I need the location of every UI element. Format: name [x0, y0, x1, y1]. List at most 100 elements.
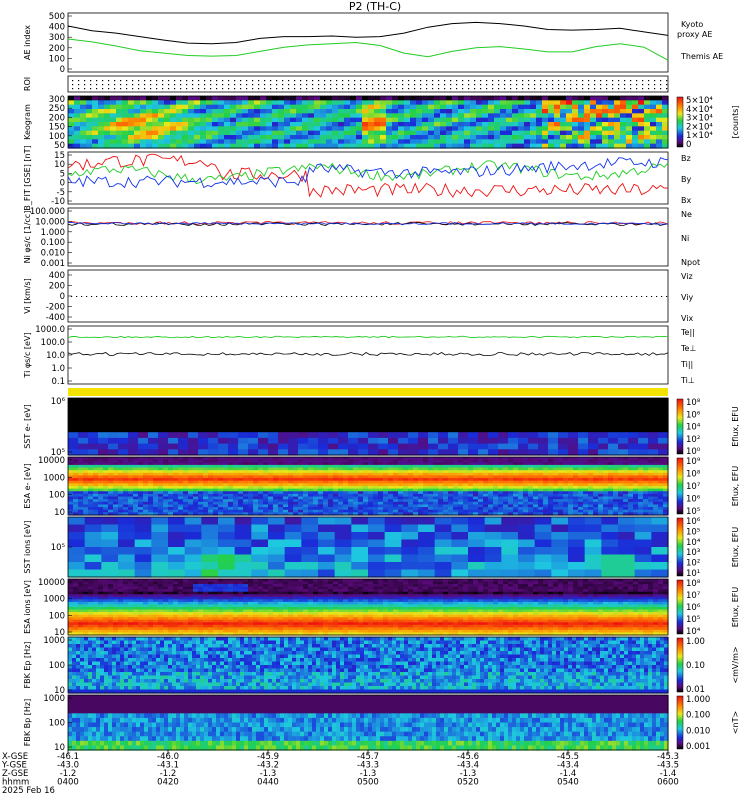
esa_e-cell: [233, 491, 239, 495]
esa_e-cell: [318, 493, 324, 498]
esa_e-cell: [188, 496, 194, 500]
keogram-cell: [134, 117, 141, 123]
esa_e-cell: [498, 480, 504, 484]
esa_e-cell: [313, 478, 319, 482]
sst_e-cell: [288, 420, 299, 428]
keogram-cell: [122, 109, 129, 114]
esa_e-cell: [648, 478, 654, 482]
keogram-cell: [188, 139, 195, 145]
sst_e-cell: [168, 432, 179, 439]
esa_e-cell: [263, 457, 269, 461]
keogram-cell: [188, 122, 195, 127]
esa_e-cell: [523, 480, 529, 484]
keogram-cell: [512, 130, 519, 136]
esa_e-cell: [208, 501, 214, 506]
sst_e-cell: [628, 443, 639, 450]
esa_e-cell: [233, 457, 239, 461]
sst_e-cell: [578, 403, 589, 410]
sst_e-cell: [128, 426, 139, 433]
esa_e-cell: [68, 480, 74, 484]
esa_e-cell: [423, 475, 429, 479]
sst_e-cell: [108, 437, 119, 445]
sst_e-cell: [448, 403, 459, 410]
roi-dot: [126, 88, 128, 90]
keogram-cell: [428, 117, 435, 123]
keogram-cell: [74, 130, 81, 136]
esa_e-cell: [138, 512, 144, 516]
esa_e-cell: [633, 483, 639, 487]
esa_e-cell: [608, 472, 614, 477]
esa_e-cell: [88, 507, 94, 511]
roi-dot: [222, 88, 224, 90]
esa_e-cell: [283, 501, 289, 506]
sst_e-cell: [78, 409, 89, 416]
keogram-cell: [86, 135, 93, 140]
roi-dot: [438, 88, 440, 90]
keogram-cell: [404, 135, 411, 140]
esa_e-cell: [478, 509, 484, 513]
esa_e-cell: [418, 464, 424, 469]
sst_e-cell: [408, 415, 419, 422]
keogram-cell: [164, 104, 171, 110]
esa_e-cell: [273, 512, 279, 516]
esa_e-cell: [128, 472, 134, 477]
esa_e-cell: [643, 483, 649, 487]
esa_e-cell: [163, 475, 169, 479]
esa_e-cell: [638, 499, 644, 503]
esa_e-cell: [368, 486, 374, 490]
keogram-cell: [620, 135, 627, 140]
roi-dot: [324, 84, 326, 86]
keogram-cell: [482, 104, 489, 110]
esa_e-cell: [173, 491, 179, 495]
esa_e-cell: [508, 491, 514, 495]
esa_e-cell: [598, 507, 604, 511]
velocity-zero-dot: [616, 296, 618, 297]
sst_e-cell: [178, 443, 189, 450]
esa_e-cell: [608, 475, 614, 479]
sst_e-cell: [478, 426, 489, 433]
sst_e-cell: [318, 443, 329, 450]
esa_e-cell: [613, 499, 619, 503]
sst_e-cell: [228, 426, 239, 433]
keogram-cell: [386, 130, 393, 136]
keogram-cell: [224, 130, 231, 136]
keogram-cell: [116, 100, 123, 106]
keogram-cell: [512, 126, 519, 132]
velocity-zero-dot: [656, 296, 658, 297]
esa_e-cell: [413, 486, 419, 490]
esa_e-cell: [238, 483, 244, 487]
esa_e-cell: [653, 470, 659, 474]
sst_e-cell: [418, 426, 429, 433]
esa_e-cell: [638, 459, 644, 463]
keogram-cell: [194, 100, 201, 106]
esa_e-cell: [363, 501, 369, 506]
esa_e-cell: [603, 459, 609, 463]
esa_e-cell: [618, 488, 624, 492]
esa_e-cell: [593, 457, 599, 461]
keogram-cell: [428, 100, 435, 106]
esa_e-cell: [488, 470, 494, 474]
roi-dot: [210, 88, 212, 90]
keogram-cell: [338, 104, 345, 110]
sst_e-cell: [378, 437, 389, 445]
roi-dot: [132, 84, 134, 86]
sst_e-cell: [88, 437, 99, 445]
esa_e-cell: [283, 486, 289, 490]
roi-dot: [192, 88, 194, 90]
esa_e-cell: [258, 464, 264, 469]
sst_e-cell: [308, 409, 319, 416]
keogram-cell: [182, 96, 189, 101]
esa_e-cell: [398, 464, 404, 469]
esa_e-cell: [88, 478, 94, 482]
keogram-cell: [392, 109, 399, 114]
esa_e-cell: [368, 459, 374, 463]
keogram-cell: [500, 130, 507, 136]
esa_e-cell: [418, 509, 424, 513]
esa_e-cell: [88, 509, 94, 513]
roi-dot: [360, 80, 362, 82]
sst_e-cell: [188, 432, 199, 439]
sst_e-cell: [178, 437, 189, 445]
esa_e-cell: [518, 470, 524, 474]
keogram-cell: [116, 126, 123, 132]
esa_e-cell: [548, 462, 554, 466]
